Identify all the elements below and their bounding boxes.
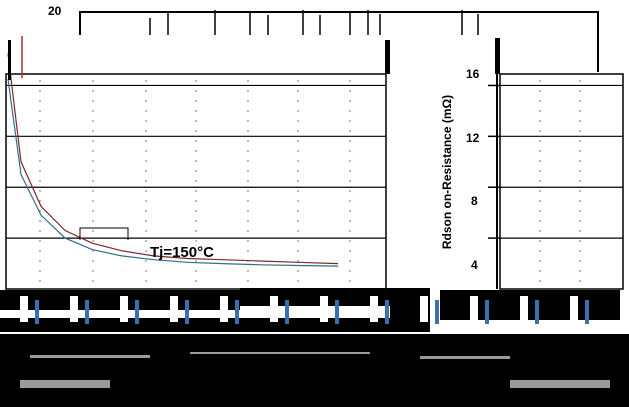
band-accent-2 [135, 300, 139, 324]
left-plot-frame [5, 73, 387, 290]
scan-band-4 [0, 318, 390, 332]
y-axis-label: Rdson on-Resistance (mΩ) [440, 94, 454, 250]
frame-fragment-1 [385, 40, 390, 74]
band-gap-10 [520, 296, 528, 322]
band-gap-11 [570, 296, 578, 322]
scan-streak-1 [190, 352, 370, 354]
scan-streak-0 [30, 355, 150, 358]
series-line-1 [7, 79, 339, 267]
series-line-0 [7, 53, 339, 265]
temperature-annotation: Tj=150°C [150, 244, 214, 261]
frame-fragment-0 [8, 40, 11, 80]
band-gap-5 [270, 296, 278, 322]
y-tick-label-16: 16 [466, 67, 480, 81]
scan-band-3 [440, 290, 620, 320]
scan-band-6 [0, 362, 629, 376]
band-accent-10 [535, 300, 539, 324]
scan-streak-2 [420, 356, 510, 359]
band-accent-11 [585, 300, 589, 324]
band-accent-3 [185, 300, 189, 324]
scan-band-1 [240, 288, 390, 306]
band-accent-7 [385, 300, 389, 324]
band-gap-2 [120, 296, 128, 322]
frame-fragment-2 [495, 38, 500, 74]
top-frame [79, 11, 599, 72]
band-accent-5 [285, 300, 289, 324]
annotation-bracket [79, 227, 129, 240]
band-gap-8 [420, 296, 428, 322]
y-tick-label-12: 12 [466, 131, 480, 145]
band-accent-4 [235, 300, 239, 324]
band-accent-9 [485, 300, 489, 324]
scan-streak-4 [510, 380, 610, 388]
band-accent-0 [35, 300, 39, 324]
band-accent-1 [85, 300, 89, 324]
band-gap-0 [20, 296, 28, 322]
band-gap-3 [170, 296, 178, 322]
band-gap-6 [320, 296, 328, 322]
band-gap-1 [70, 296, 78, 322]
y-tick-label-8: 8 [471, 194, 478, 208]
band-accent-6 [335, 300, 339, 324]
band-gap-9 [470, 296, 478, 322]
scan-streak-3 [20, 380, 110, 388]
right-plot-frame [499, 73, 624, 290]
band-gap-4 [220, 296, 228, 322]
y-tick-label-20: 20 [48, 4, 62, 18]
y-tick-label-4: 4 [471, 258, 478, 272]
band-gap-7 [370, 296, 378, 322]
band-accent-8 [435, 300, 439, 324]
